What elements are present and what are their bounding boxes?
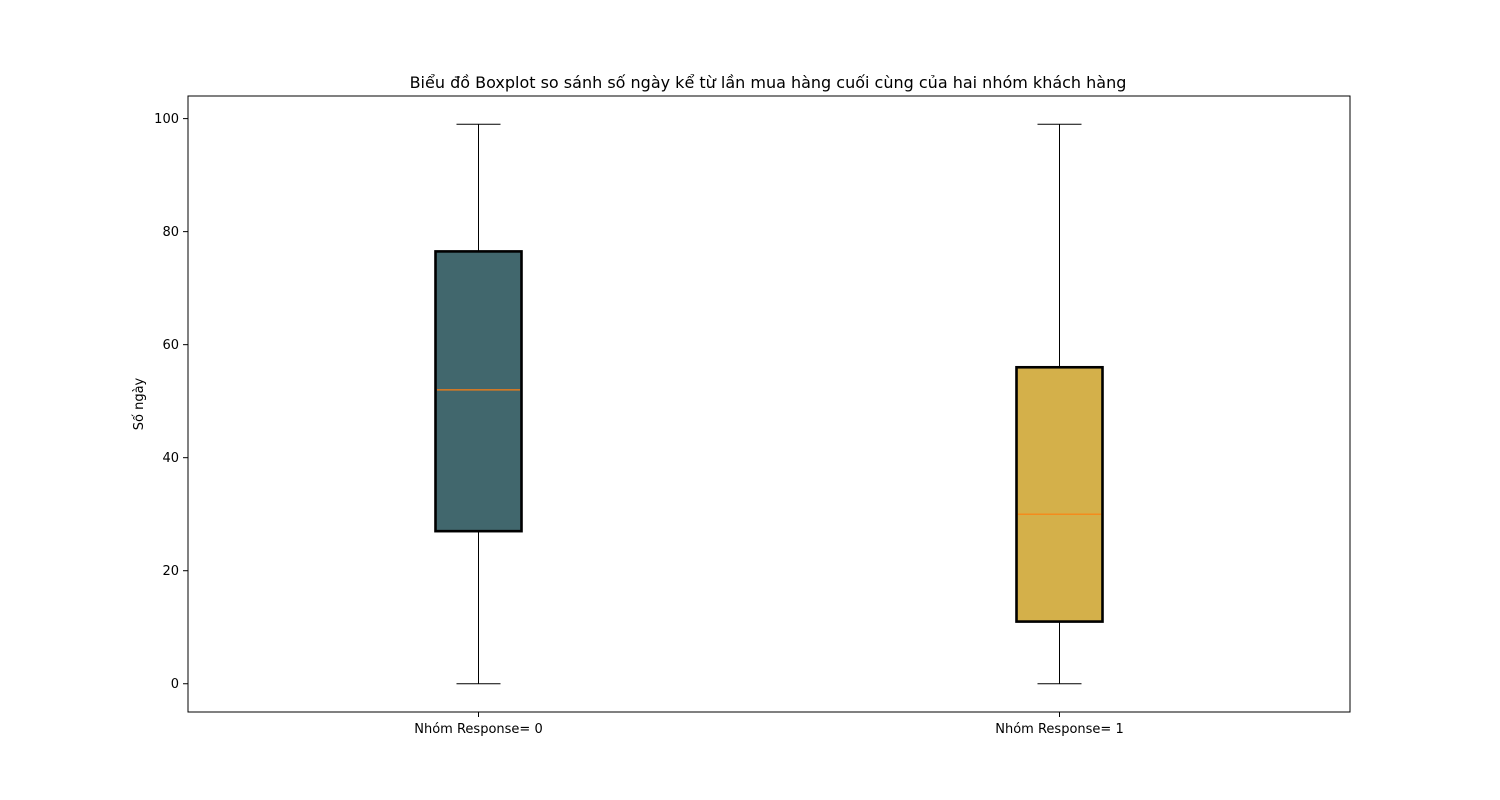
y-tick-label: 40 [162, 451, 179, 466]
boxplot-series [434, 123, 1104, 685]
box [434, 250, 523, 533]
y-tick-label: 100 [154, 112, 179, 127]
box-group [1015, 123, 1104, 685]
y-axis-label: Số ngày [132, 377, 147, 430]
y-tick-label: 0 [171, 677, 179, 692]
chart-title: Biểu đồ Boxplot so sánh số ngày kể từ lầ… [410, 73, 1127, 92]
box [1015, 365, 1104, 623]
y-tick-label: 80 [162, 225, 179, 240]
plot-area [187, 95, 1351, 713]
x-tick-label: Nhóm Response= 0 [414, 722, 542, 737]
box-group [434, 123, 523, 685]
y-tick-label: 60 [162, 338, 179, 353]
y-tick-label: 20 [162, 564, 179, 579]
x-tick-label: Nhóm Response= 1 [995, 722, 1123, 737]
x-axis: Nhóm Response= 0 Nhóm Response= 1 [414, 712, 1124, 737]
y-axis: 0 20 40 60 80 100 [154, 112, 188, 692]
